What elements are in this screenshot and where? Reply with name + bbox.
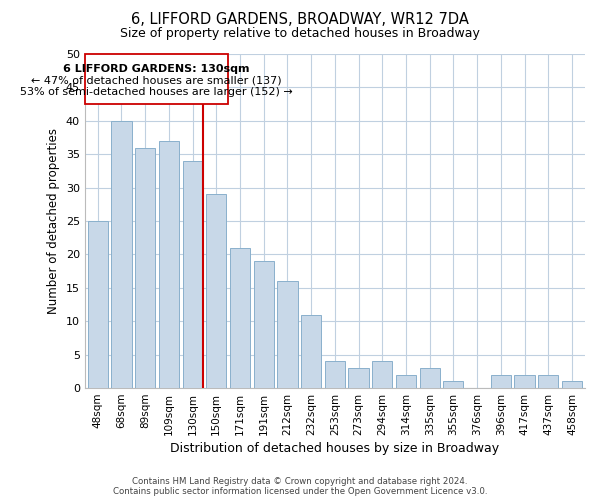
Bar bbox=[538, 374, 559, 388]
Bar bbox=[372, 362, 392, 388]
FancyBboxPatch shape bbox=[85, 54, 228, 104]
Text: 6 LIFFORD GARDENS: 130sqm: 6 LIFFORD GARDENS: 130sqm bbox=[63, 64, 250, 74]
Bar bbox=[514, 374, 535, 388]
Bar bbox=[182, 161, 203, 388]
Bar bbox=[230, 248, 250, 388]
Bar bbox=[396, 374, 416, 388]
Bar bbox=[301, 314, 321, 388]
Bar bbox=[254, 261, 274, 388]
Bar bbox=[491, 374, 511, 388]
Text: Size of property relative to detached houses in Broadway: Size of property relative to detached ho… bbox=[120, 28, 480, 40]
Text: Contains public sector information licensed under the Open Government Licence v3: Contains public sector information licen… bbox=[113, 487, 487, 496]
Bar bbox=[112, 121, 131, 388]
X-axis label: Distribution of detached houses by size in Broadway: Distribution of detached houses by size … bbox=[170, 442, 499, 455]
Y-axis label: Number of detached properties: Number of detached properties bbox=[47, 128, 60, 314]
Bar bbox=[325, 362, 345, 388]
Bar bbox=[443, 382, 463, 388]
Bar bbox=[349, 368, 368, 388]
Bar bbox=[159, 141, 179, 388]
Bar bbox=[277, 281, 298, 388]
Text: Contains HM Land Registry data © Crown copyright and database right 2024.: Contains HM Land Registry data © Crown c… bbox=[132, 477, 468, 486]
Bar bbox=[88, 221, 108, 388]
Text: 6, LIFFORD GARDENS, BROADWAY, WR12 7DA: 6, LIFFORD GARDENS, BROADWAY, WR12 7DA bbox=[131, 12, 469, 28]
Text: ← 47% of detached houses are smaller (137): ← 47% of detached houses are smaller (13… bbox=[31, 76, 282, 86]
Bar bbox=[206, 194, 226, 388]
Bar bbox=[562, 382, 582, 388]
Bar bbox=[419, 368, 440, 388]
Bar bbox=[135, 148, 155, 388]
Text: 53% of semi-detached houses are larger (152) →: 53% of semi-detached houses are larger (… bbox=[20, 88, 293, 98]
